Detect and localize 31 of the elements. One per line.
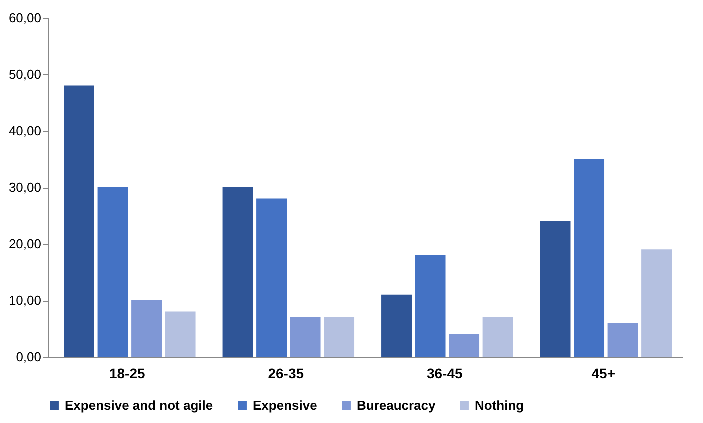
y-tick-label: 60,00: [8, 10, 42, 26]
bar: [324, 317, 355, 357]
bar: [574, 159, 605, 357]
y-tick-label: 0,00: [16, 350, 42, 364]
legend-label: Bureaucracy: [357, 398, 437, 413]
x-tick-label: 26-35: [268, 366, 304, 382]
x-tick-label: 36-45: [426, 366, 463, 382]
bar: [415, 255, 446, 357]
bar: [382, 294, 412, 357]
y-tick-label: 30,00: [8, 180, 42, 195]
bar: [540, 221, 571, 357]
bar: [482, 317, 514, 357]
y-tick-label: 10,00: [8, 293, 42, 308]
bar: [98, 188, 128, 357]
bar: [449, 334, 480, 357]
x-tick-label: 45+: [592, 366, 616, 382]
y-tick-label: 50,00: [8, 67, 42, 82]
bar: [165, 312, 196, 357]
y-tick-label: 20,00: [8, 236, 42, 252]
bar: [290, 317, 321, 357]
bar: [64, 86, 94, 357]
bar: [608, 323, 638, 357]
legend-label: Nothing: [475, 398, 524, 413]
bar: [222, 188, 254, 357]
x-tick-label: 18-25: [109, 366, 146, 382]
bar: [642, 250, 672, 357]
legend-label: Expensive and not agile: [65, 398, 214, 413]
legend-label: Expensive: [253, 398, 318, 413]
bar: [256, 198, 288, 357]
bar: [132, 300, 162, 357]
y-tick-label: 40,00: [8, 124, 42, 138]
